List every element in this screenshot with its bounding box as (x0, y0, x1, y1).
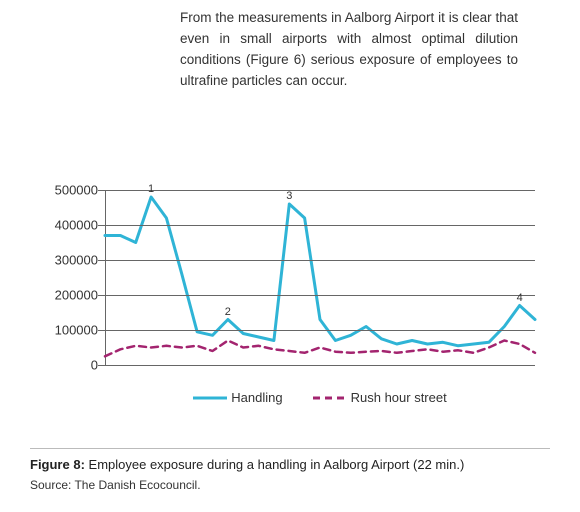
point-annotation: 1 (148, 183, 154, 195)
legend-item-rush: Rush hour street (313, 390, 447, 405)
point-annotation: 2 (225, 306, 231, 318)
y-tick-label: 400000 (55, 218, 98, 233)
legend-item-handling: Handling (193, 390, 282, 405)
y-tick-label: 0 (91, 358, 98, 373)
chart-legend: Handling Rush hour street (105, 390, 535, 405)
y-axis-labels: 0100000200000300000400000500000 (30, 190, 98, 365)
gridline (105, 295, 535, 296)
y-tick-label: 200000 (55, 288, 98, 303)
gridline (105, 365, 535, 366)
figure-caption: Figure 8: Employee exposure during a han… (30, 448, 550, 492)
gridline (105, 330, 535, 331)
plot-region: 1234 (105, 190, 535, 365)
caption-source: Source: The Danish Ecocouncil. (30, 478, 550, 492)
legend-label-rush: Rush hour street (351, 390, 447, 405)
point-annotation: 4 (517, 292, 523, 304)
caption-title: Figure 8: Employee exposure during a han… (30, 457, 550, 472)
y-tick-label: 300000 (55, 253, 98, 268)
caption-rule (30, 448, 550, 449)
caption-label-prefix: Figure 8: (30, 457, 85, 472)
caption-title-rest: Employee exposure during a handling in A… (85, 457, 464, 472)
exposure-chart: 0100000200000300000400000500000 1234 Han… (30, 190, 550, 415)
legend-swatch-solid (193, 393, 227, 403)
legend-label-handling: Handling (231, 390, 282, 405)
legend-swatch-dashed (313, 393, 347, 403)
series-Handling (105, 197, 535, 346)
y-tick-label: 500000 (55, 183, 98, 198)
gridline (105, 225, 535, 226)
body-paragraph: From the measurements in Aalborg Airport… (180, 8, 518, 92)
chart-svg (105, 190, 535, 365)
y-tick-label: 100000 (55, 323, 98, 338)
gridline (105, 190, 535, 191)
gridline (105, 260, 535, 261)
point-annotation: 3 (286, 190, 292, 202)
